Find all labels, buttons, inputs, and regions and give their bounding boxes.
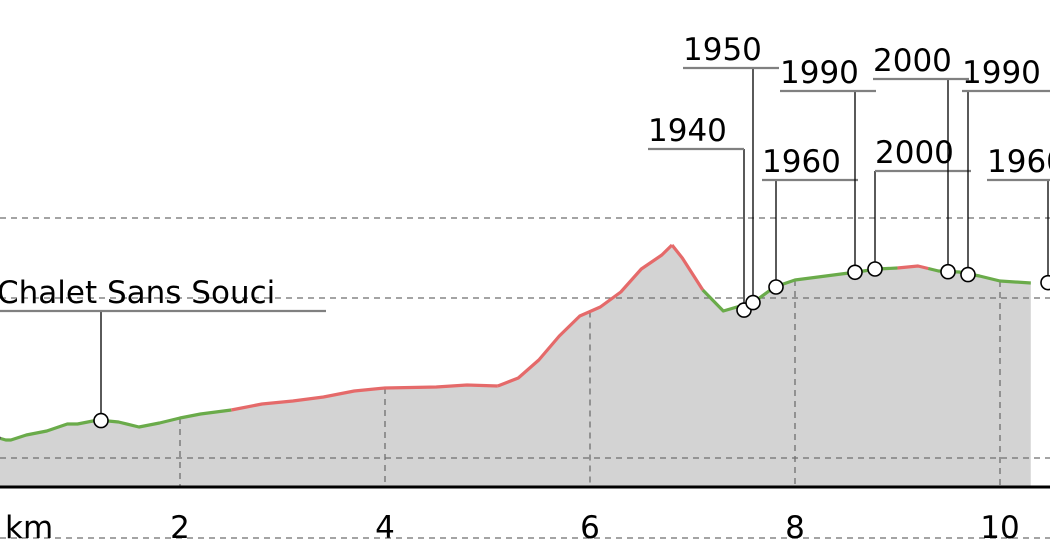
waypoint-label: 1990	[780, 55, 859, 91]
waypoint-marker	[745, 294, 761, 311]
waypoint-label: 2000	[875, 135, 954, 171]
grade-segment-moderate	[0, 408, 232, 442]
grade-segment-steep	[497, 243, 674, 388]
waypoint-leaders	[0, 66, 1050, 414]
waypoint-marker	[867, 261, 883, 277]
x-unit-label: km	[5, 510, 53, 546]
x-tick-label: 10	[980, 510, 1019, 546]
waypoint-labels: Chalet Sans Souci 1940 1950 1960 1990 2000 200…	[0, 32, 1050, 311]
x-tick-label: 6	[580, 510, 600, 546]
waypoint-marker	[768, 279, 784, 295]
waypoint-markers	[93, 261, 1050, 429]
waypoint-label: 1960	[762, 144, 841, 180]
grade-segment-steep	[897, 264, 929, 271]
waypoint-marker	[1040, 274, 1050, 291]
grade-segment-steep	[230, 383, 498, 412]
x-tick-label: 8	[785, 510, 805, 546]
elevation-area	[0, 217, 1050, 539]
grade-segment-steep	[670, 244, 705, 291]
waypoint-label: 1950	[683, 32, 762, 68]
waypoint-marker	[940, 263, 956, 280]
waypoint-marker	[847, 264, 863, 281]
waypoint-label: 2000	[873, 43, 952, 79]
x-tick-label: 2	[170, 510, 190, 546]
waypoint-label: Chalet Sans Souci	[0, 275, 275, 311]
x-axis: 2 4 6 8 10 km	[0, 485, 1050, 546]
elevation-fill	[0, 245, 1031, 487]
waypoint-label: 1990	[962, 55, 1041, 91]
waypoint-label: 1960	[987, 144, 1050, 180]
x-tick-label: 4	[375, 510, 395, 546]
waypoint-label: 1940	[648, 113, 727, 149]
waypoint-marker	[93, 412, 109, 429]
waypoint-marker	[960, 266, 976, 283]
